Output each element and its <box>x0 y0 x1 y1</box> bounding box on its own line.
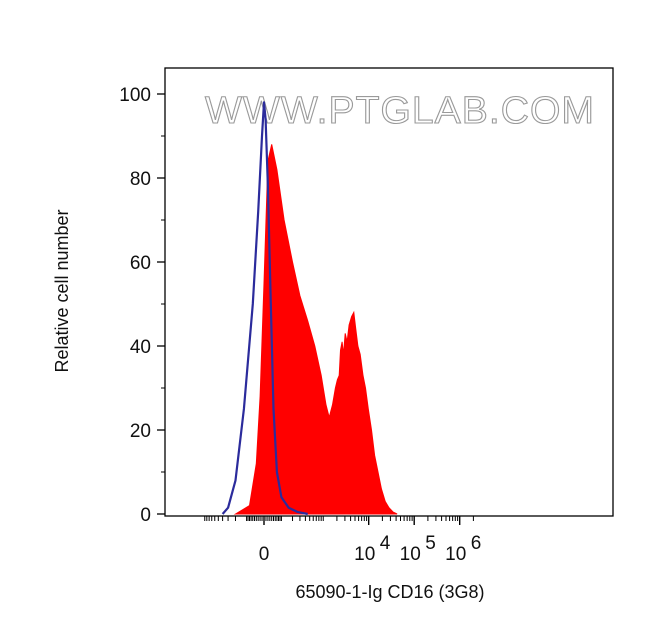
x-tick-label: 10 <box>400 544 421 565</box>
y-tick-label: 80 <box>130 169 151 190</box>
plot-frame <box>164 67 614 517</box>
x-axis-title: 65090-1-Ig CD16 (3G8) <box>295 582 484 602</box>
x-tick-label: 10 <box>445 544 466 565</box>
y-tick-label: 100 <box>119 85 151 106</box>
series-sample-area <box>233 144 398 515</box>
x-tick-exponent: 5 <box>425 533 436 554</box>
watermark: WWW.PTGLAB.COM <box>205 90 595 132</box>
x-tick-label: 0 <box>259 544 270 565</box>
y-tick-label: 20 <box>130 421 151 442</box>
y-tick-label: 60 <box>130 253 151 274</box>
x-tick-exponent: 6 <box>471 533 482 554</box>
x-tick-label: 10 <box>354 544 375 565</box>
y-tick-label: 40 <box>130 337 151 358</box>
y-tick-label: 0 <box>140 505 151 526</box>
series-control-line <box>221 101 308 516</box>
x-tick-exponent: 4 <box>380 533 391 554</box>
plot-layer <box>221 101 398 516</box>
y-axis-title: Relative cell number <box>52 209 72 372</box>
